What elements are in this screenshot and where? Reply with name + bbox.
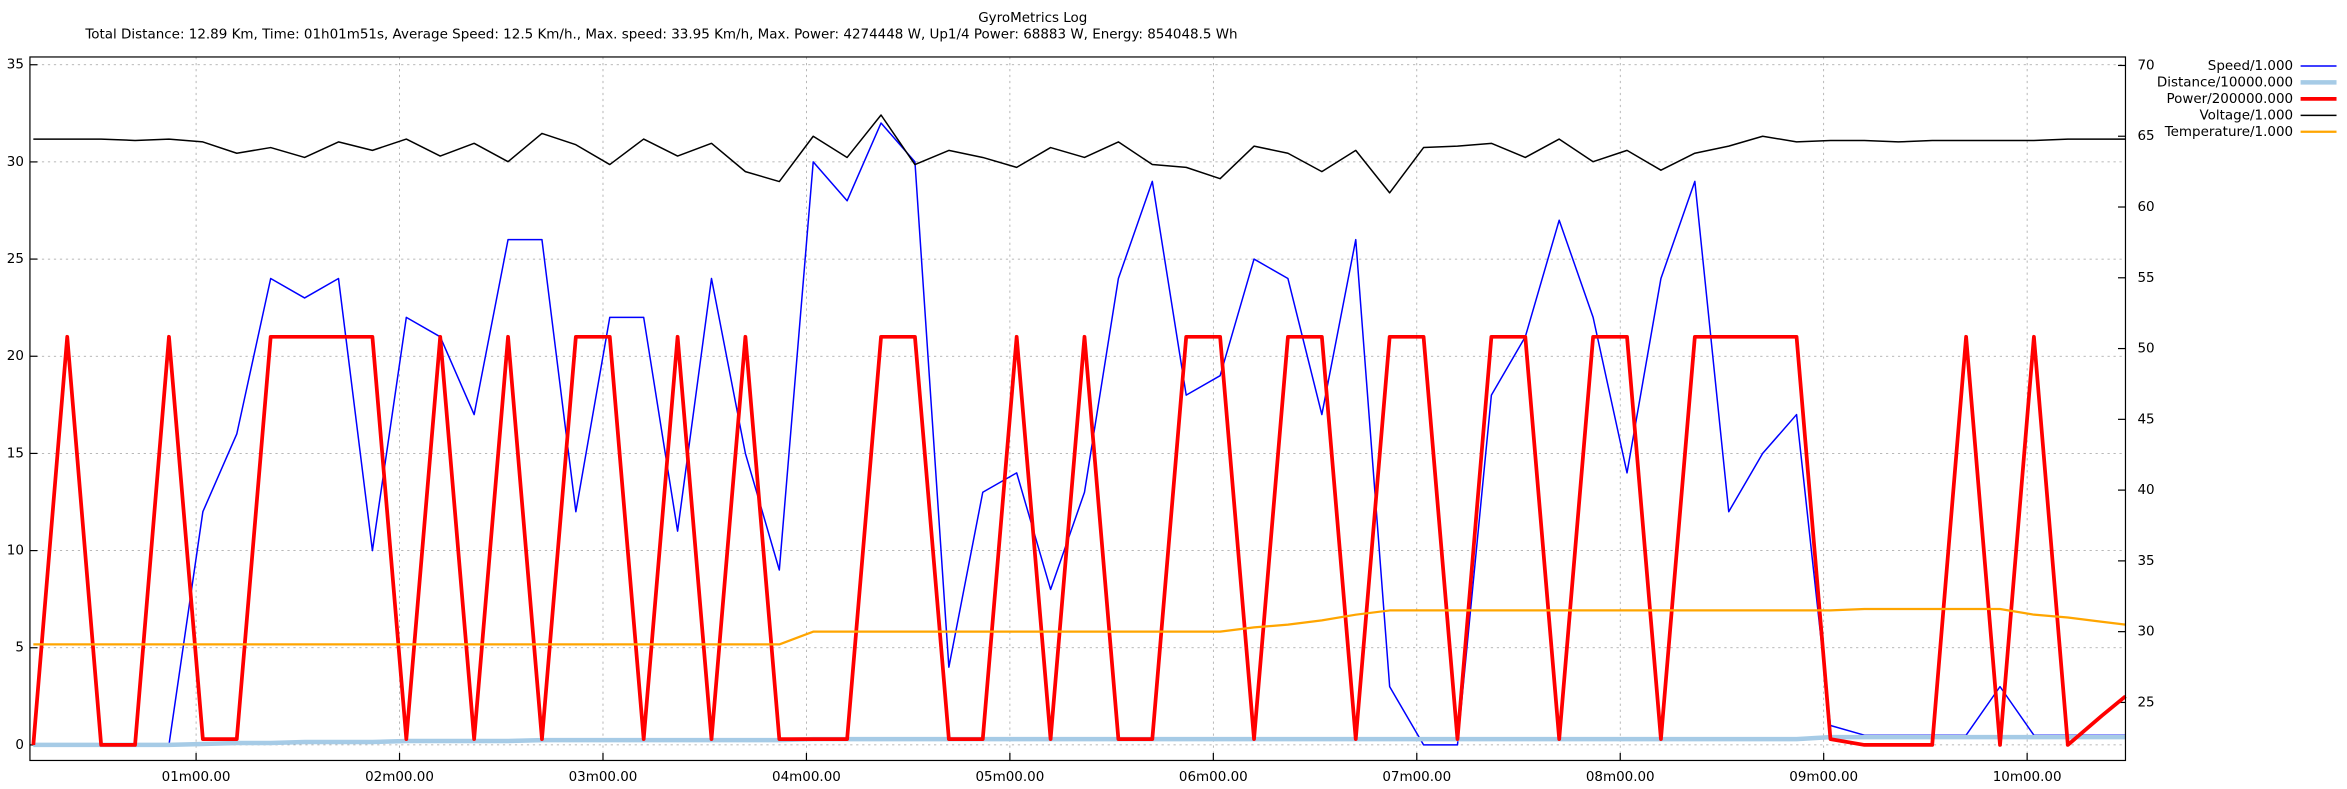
legend-label: Power/200000.000 bbox=[2166, 91, 2293, 107]
y-tick-label: 5 bbox=[15, 640, 24, 656]
y2-tick-label: 25 bbox=[2137, 694, 2154, 710]
y-tick-label: 15 bbox=[7, 445, 24, 461]
y-tick-label: 35 bbox=[7, 57, 24, 73]
y2-tick-label: 70 bbox=[2137, 57, 2154, 73]
y2-tick-label: 35 bbox=[2137, 553, 2154, 569]
x-tick-label: 08m00.00 bbox=[1586, 769, 1655, 785]
x-tick-label: 03m00.00 bbox=[569, 769, 638, 785]
plot-border bbox=[29, 56, 2127, 762]
x-tick-label: 04m00.00 bbox=[772, 769, 841, 785]
y2-tick-label: 60 bbox=[2137, 199, 2154, 215]
legend-label: Distance/10000.000 bbox=[2157, 74, 2293, 90]
y2-tick-label: 55 bbox=[2137, 270, 2154, 286]
x-tick-label: 06m00.00 bbox=[1179, 769, 1248, 785]
y2-tick-label: 45 bbox=[2137, 411, 2154, 427]
x-tick-label: 02m00.00 bbox=[365, 769, 434, 785]
y-tick-label: 10 bbox=[7, 543, 24, 559]
y-tick-label: 25 bbox=[7, 251, 24, 267]
series-line bbox=[33, 607, 2126, 646]
x-tick-label: 10m00.00 bbox=[1993, 769, 2062, 785]
legend-label: Speed/1.000 bbox=[2208, 58, 2293, 74]
chart-subtitle: Total Distance: 12.89 Km, Time: 01h01m51… bbox=[84, 27, 1237, 43]
y2-tick-label: 30 bbox=[2137, 624, 2154, 640]
x-tick-label: 09m00.00 bbox=[1789, 769, 1858, 785]
legend-label: Temperature/1.000 bbox=[2164, 124, 2293, 140]
x-tick-label: 07m00.00 bbox=[1382, 769, 1451, 785]
legend-label: Voltage/1.000 bbox=[2199, 107, 2293, 123]
series-line bbox=[33, 114, 2126, 194]
series-line bbox=[33, 734, 2126, 748]
y-tick-label: 20 bbox=[7, 348, 24, 364]
x-tick-label: 01m00.00 bbox=[162, 769, 231, 785]
chart-title: GyroMetrics Log bbox=[978, 10, 1087, 26]
y2-tick-label: 50 bbox=[2137, 341, 2154, 357]
x-tick-label: 05m00.00 bbox=[975, 769, 1044, 785]
y-tick-label: 30 bbox=[7, 154, 24, 170]
series-line bbox=[31, 334, 2127, 747]
y-tick-label: 0 bbox=[15, 737, 24, 753]
y2-tick-label: 40 bbox=[2137, 482, 2154, 498]
y2-tick-label: 65 bbox=[2137, 128, 2154, 144]
